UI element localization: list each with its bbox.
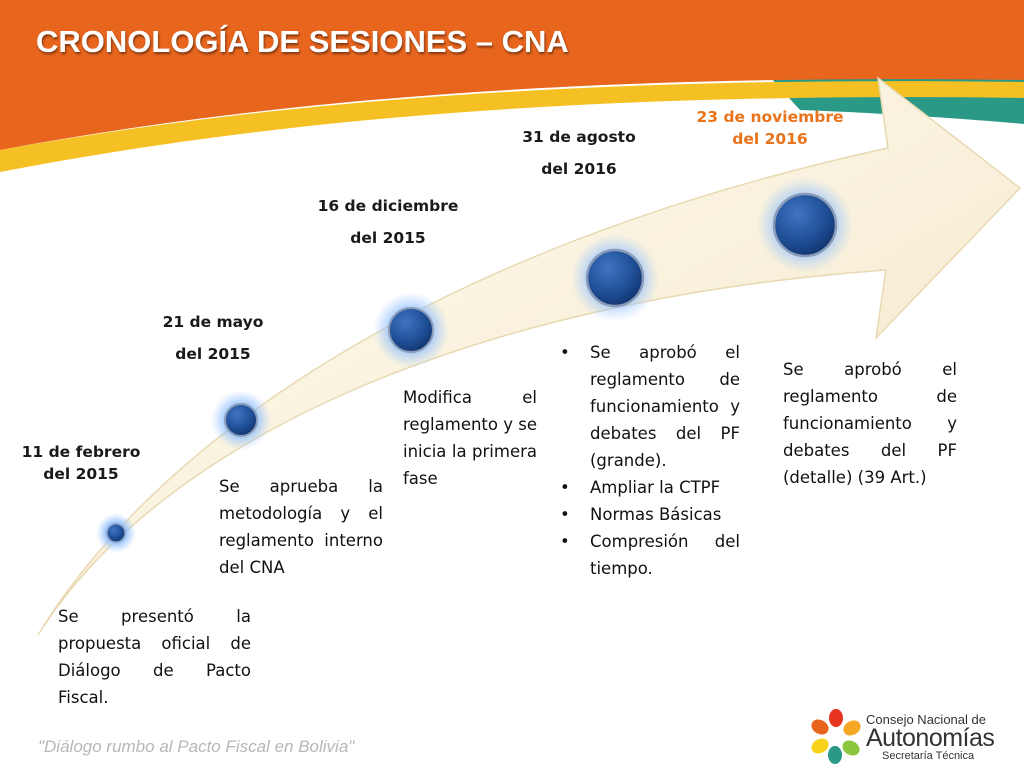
hands-logo-icon bbox=[811, 709, 861, 764]
timeline-marker-5 bbox=[757, 177, 853, 273]
event-3-date: 16 de diciembre del 2015 bbox=[317, 197, 459, 247]
logo-text-line2: Autonomías bbox=[866, 724, 995, 752]
logo-text-line1: Consejo Nacional de bbox=[866, 712, 986, 727]
event-4-bullet-4: Compresión del tiempo. bbox=[560, 528, 740, 582]
event-4-date: 31 de agosto del 2016 bbox=[522, 128, 636, 178]
cna-logo: Consejo Nacional de Autonomías Secretarí… bbox=[808, 708, 998, 764]
event-2-description: Se aprueba la metodología y el reglament… bbox=[219, 477, 383, 577]
logo-text-line3: Secretaría Técnica bbox=[882, 750, 975, 762]
event-5-date: 23 de noviembre del 2016 bbox=[696, 108, 844, 148]
event-4-description: Se aprobó el reglamento de funcionamient… bbox=[558, 339, 740, 582]
event-4-bullet-2: Ampliar la CTPF bbox=[560, 474, 740, 501]
event-1-description: Se presentó la propuesta oficial de Diál… bbox=[58, 607, 251, 707]
timeline-marker-3 bbox=[373, 292, 449, 368]
footer-quote: "Diálogo rumbo al Pacto Fiscal en Bolivi… bbox=[38, 737, 355, 756]
event-3-description: Modifica el reglamento y se inicia la pr… bbox=[403, 388, 537, 488]
slide-title: CRONOLOGÍA DE SESIONES – CNA bbox=[36, 24, 569, 59]
event-5-description: Se aprobó el reglamento de funcionamient… bbox=[783, 360, 957, 487]
timeline-marker-1 bbox=[96, 513, 136, 553]
event-4-bullet-3: Normas Básicas bbox=[560, 501, 740, 528]
yellow-banner bbox=[0, 81, 1024, 172]
event-1-date: 11 de febrero del 2015 bbox=[21, 443, 141, 483]
timeline-marker-4 bbox=[571, 234, 659, 322]
timeline-marker-2 bbox=[211, 390, 271, 450]
orange-banner bbox=[0, 0, 1024, 150]
event-2-date: 21 de mayo del 2015 bbox=[162, 313, 264, 363]
event-4-bullet-1: Se aprobó el reglamento de funcionamient… bbox=[560, 339, 740, 474]
